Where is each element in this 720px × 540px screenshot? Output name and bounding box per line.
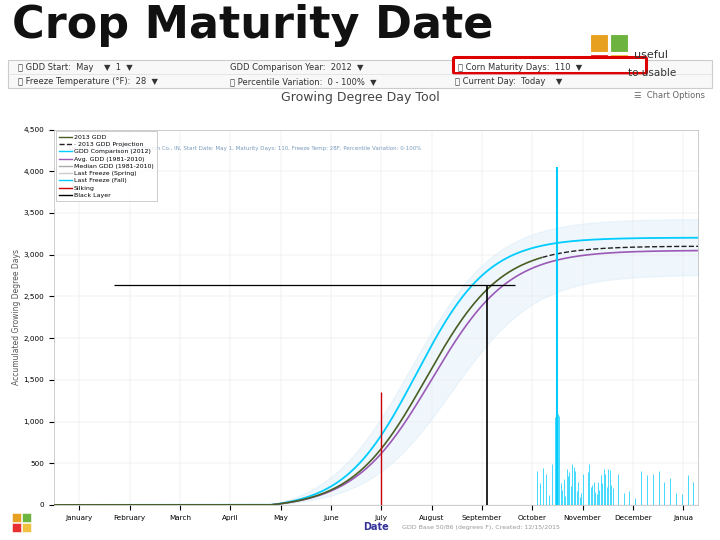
- Bar: [12, 513, 21, 522]
- Y-axis label: Accumulated Growing Degree Days: Accumulated Growing Degree Days: [12, 249, 21, 385]
- 2013 GDD: [374, 450, 382, 456]
- Bar: [590, 34, 608, 52]
- Bar: [590, 54, 608, 72]
- Text: Growing Degree Day Tool: Growing Degree Day Tool: [281, 91, 439, 104]
- · 2013 GDD Projection: [557, 250, 565, 256]
- Text: ☰  Chart Options: ☰ Chart Options: [634, 91, 705, 100]
- Line: 2013 GDD: 2013 GDD: [54, 258, 541, 505]
- Avg. GDD (1981-2010): [341, 481, 350, 487]
- 2013 GDD: [217, 502, 226, 508]
- Text: ⓘ GDD Start:  May    ▼  1  ▼: ⓘ GDD Start: May ▼ 1 ▼: [18, 63, 132, 72]
- Bar: [12, 523, 21, 532]
- · 2013 GDD Projection: [629, 244, 638, 251]
- GDD Comparison (2012): [694, 234, 703, 241]
- Bar: [22, 523, 31, 532]
- 2013 GDD: [537, 254, 546, 261]
- · 2013 GDD Projection: [616, 244, 625, 251]
- Text: GDD Comparison Year:  2012  ▼: GDD Comparison Year: 2012 ▼: [230, 63, 364, 72]
- Line: · 2013 GDD Projection: · 2013 GDD Projection: [542, 246, 698, 258]
- FancyBboxPatch shape: [454, 57, 647, 73]
- Avg. GDD (1981-2010): [535, 262, 544, 269]
- Text: ⓘ Percentile Variation:  0 - 100%  ▼: ⓘ Percentile Variation: 0 - 100% ▼: [230, 77, 377, 86]
- GDD Comparison (2012): [341, 473, 350, 480]
- Bar: [22, 513, 31, 522]
- 2013 GDD: [409, 397, 418, 404]
- Line: GDD Comparison (2012): GDD Comparison (2012): [54, 238, 698, 505]
- Avg. GDD (1981-2010): [480, 300, 489, 306]
- · 2013 GDD Projection: [582, 246, 591, 253]
- Bar: [610, 34, 628, 52]
- Legend: 2013 GDD, · 2013 GDD Projection, GDD Comparison (2012), Avg. GDD (1981-2010), Me: 2013 GDD, · 2013 GDD Projection, GDD Com…: [56, 131, 157, 201]
- Avg. GDD (1981-2010): [50, 502, 58, 508]
- GDD Comparison (2012): [429, 338, 438, 345]
- Text: Location: 39.58, -86.32 in Marion Co., IN, Start Date: May 1, Maturity Days: 110: Location: 39.58, -86.32 in Marion Co., I…: [69, 146, 421, 151]
- 2013 GDD: [346, 475, 355, 482]
- GDD Comparison (2012): [535, 243, 544, 249]
- · 2013 GDD Projection: [694, 243, 703, 249]
- GDD Comparison (2012): [215, 502, 224, 508]
- Avg. GDD (1981-2010): [694, 247, 703, 254]
- Text: ⓘ Current Day:  Today    ▼: ⓘ Current Day: Today ▼: [455, 77, 562, 86]
- Bar: [610, 54, 628, 72]
- GDD Comparison (2012): [50, 502, 58, 508]
- Avg. GDD (1981-2010): [215, 502, 224, 508]
- 2013 GDD: [50, 502, 58, 508]
- FancyBboxPatch shape: [8, 60, 712, 88]
- Avg. GDD (1981-2010): [163, 502, 172, 508]
- Text: useful: useful: [634, 50, 668, 60]
- 2013 GDD: [462, 310, 470, 317]
- GDD Comparison (2012): [480, 270, 489, 276]
- Text: Crop Maturity Date: Crop Maturity Date: [12, 4, 493, 47]
- X-axis label: Date: Date: [364, 522, 389, 532]
- Text: ⓘ Corn Maturity Days:  110  ▼: ⓘ Corn Maturity Days: 110 ▼: [458, 63, 582, 72]
- · 2013 GDD Projection: [538, 254, 546, 261]
- Line: Avg. GDD (1981-2010): Avg. GDD (1981-2010): [54, 251, 698, 505]
- Text: ⓘ Freeze Temperature (°F):  28  ▼: ⓘ Freeze Temperature (°F): 28 ▼: [18, 77, 158, 86]
- Text: to usable: to usable: [628, 68, 676, 78]
- 2013 GDD: [368, 456, 377, 462]
- · 2013 GDD Projection: [577, 247, 585, 253]
- Text: GDD Base 50/86 (degrees F), Created: 12/15/2015: GDD Base 50/86 (degrees F), Created: 12/…: [402, 525, 560, 530]
- · 2013 GDD Projection: [576, 247, 585, 254]
- Avg. GDD (1981-2010): [429, 373, 438, 379]
- GDD Comparison (2012): [163, 502, 172, 508]
